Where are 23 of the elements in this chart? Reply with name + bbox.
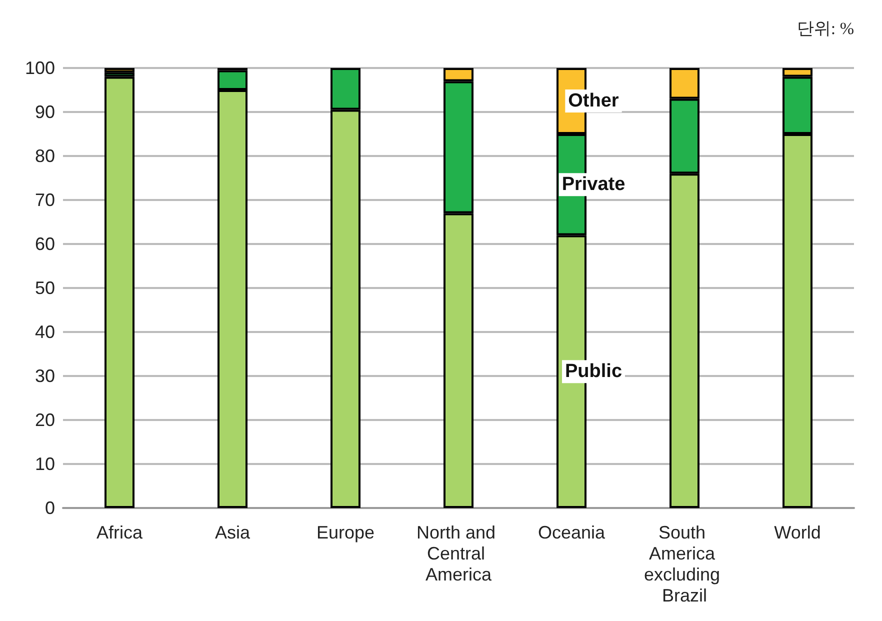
y-tick-label: 90 bbox=[34, 102, 55, 122]
text: 단위: % bbox=[796, 19, 854, 38]
y-tick-label: 60 bbox=[34, 234, 55, 254]
x-tick-label: Africa bbox=[96, 522, 144, 542]
x-tick-label: Oceania bbox=[538, 522, 606, 542]
x-tick-label: North and Central America bbox=[416, 522, 501, 584]
x-tick-label: South America excluding Brazil bbox=[644, 522, 726, 606]
y-tick-label: 30 bbox=[34, 366, 55, 386]
series-label: Public bbox=[564, 361, 622, 382]
y-tick-label: 10 bbox=[34, 454, 55, 474]
x-tick-label: Asia bbox=[214, 522, 251, 542]
y-tick-label: 20 bbox=[34, 410, 55, 430]
bar bbox=[104, 76, 134, 508]
series-label: Other bbox=[568, 90, 620, 112]
y-tick-label: 50 bbox=[34, 278, 55, 298]
y-tick-label: 0 bbox=[44, 498, 55, 518]
y-tick-label: 100 bbox=[24, 58, 55, 78]
series-label: Private bbox=[562, 174, 626, 196]
y-tick-label: 80 bbox=[34, 146, 55, 166]
x-tick-label: Europe bbox=[316, 522, 375, 542]
x-tick-label: World bbox=[774, 522, 821, 542]
y-tick-label: 70 bbox=[34, 190, 55, 210]
y-tick-label: 40 bbox=[34, 322, 55, 342]
